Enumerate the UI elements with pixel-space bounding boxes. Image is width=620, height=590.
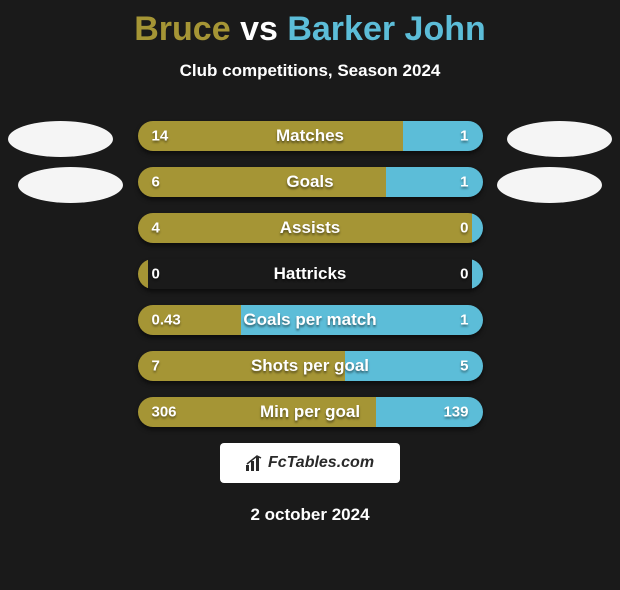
comparison-title: Bruce vs Barker John [0, 10, 620, 49]
stats-bars-container: 14 1 Matches 6 1 Goals 4 0 Assists 0 0 Hattricks 0.4… [138, 121, 483, 427]
brand-badge: FcTables.com [220, 443, 400, 483]
content-area: 14 1 Matches 6 1 Goals 4 0 Assists 0 0 Hattricks 0.4… [0, 121, 620, 427]
stat-label: Matches [276, 126, 344, 146]
stat-value-right: 0 [460, 266, 468, 283]
stat-label: Goals per match [243, 310, 376, 330]
stat-value-right: 1 [460, 128, 468, 145]
stat-value-left: 7 [152, 358, 160, 375]
avatar-left-top [8, 121, 113, 157]
stat-row: 4 0 Assists [138, 213, 483, 243]
stat-row: 0.43 1 Goals per match [138, 305, 483, 335]
stat-row: 6 1 Goals [138, 167, 483, 197]
stat-value-right: 139 [443, 404, 468, 421]
subtitle-text: Club competitions, Season 2024 [0, 61, 620, 81]
stat-row: 0 0 Hattricks [138, 259, 483, 289]
stat-value-left: 14 [152, 128, 169, 145]
stat-bar-right [472, 213, 482, 243]
brand-text: FcTables.com [268, 454, 374, 472]
title-vs-text: vs [240, 10, 278, 48]
title-player-left: Bruce [134, 10, 230, 48]
stat-bar-right [403, 121, 482, 151]
stat-value-right: 5 [460, 358, 468, 375]
stat-bar-left [138, 121, 404, 151]
stat-row: 14 1 Matches [138, 121, 483, 151]
stat-bar-left [138, 167, 386, 197]
stat-value-right: 0 [460, 220, 468, 237]
stat-label: Hattricks [274, 264, 347, 284]
stat-label: Min per goal [260, 402, 360, 422]
title-player-right: Barker John [287, 10, 485, 48]
stat-value-left: 0 [152, 266, 160, 283]
stat-bar-left [138, 259, 148, 289]
avatar-right-top [507, 121, 612, 157]
avatar-right-bottom [497, 167, 602, 203]
stat-value-left: 6 [152, 174, 160, 191]
stat-value-left: 306 [152, 404, 177, 421]
footer-date: 2 october 2024 [0, 505, 620, 525]
stat-row: 306 139 Min per goal [138, 397, 483, 427]
stat-row: 7 5 Shots per goal [138, 351, 483, 381]
stat-value-left: 0.43 [152, 312, 181, 329]
avatar-left-bottom [18, 167, 123, 203]
stat-label: Goals [286, 172, 333, 192]
stat-bar-right [472, 259, 482, 289]
chart-icon [246, 455, 264, 471]
stat-value-right: 1 [460, 174, 468, 191]
stat-value-right: 1 [460, 312, 468, 329]
stat-value-left: 4 [152, 220, 160, 237]
stat-label: Shots per goal [251, 356, 369, 376]
stat-label: Assists [280, 218, 340, 238]
